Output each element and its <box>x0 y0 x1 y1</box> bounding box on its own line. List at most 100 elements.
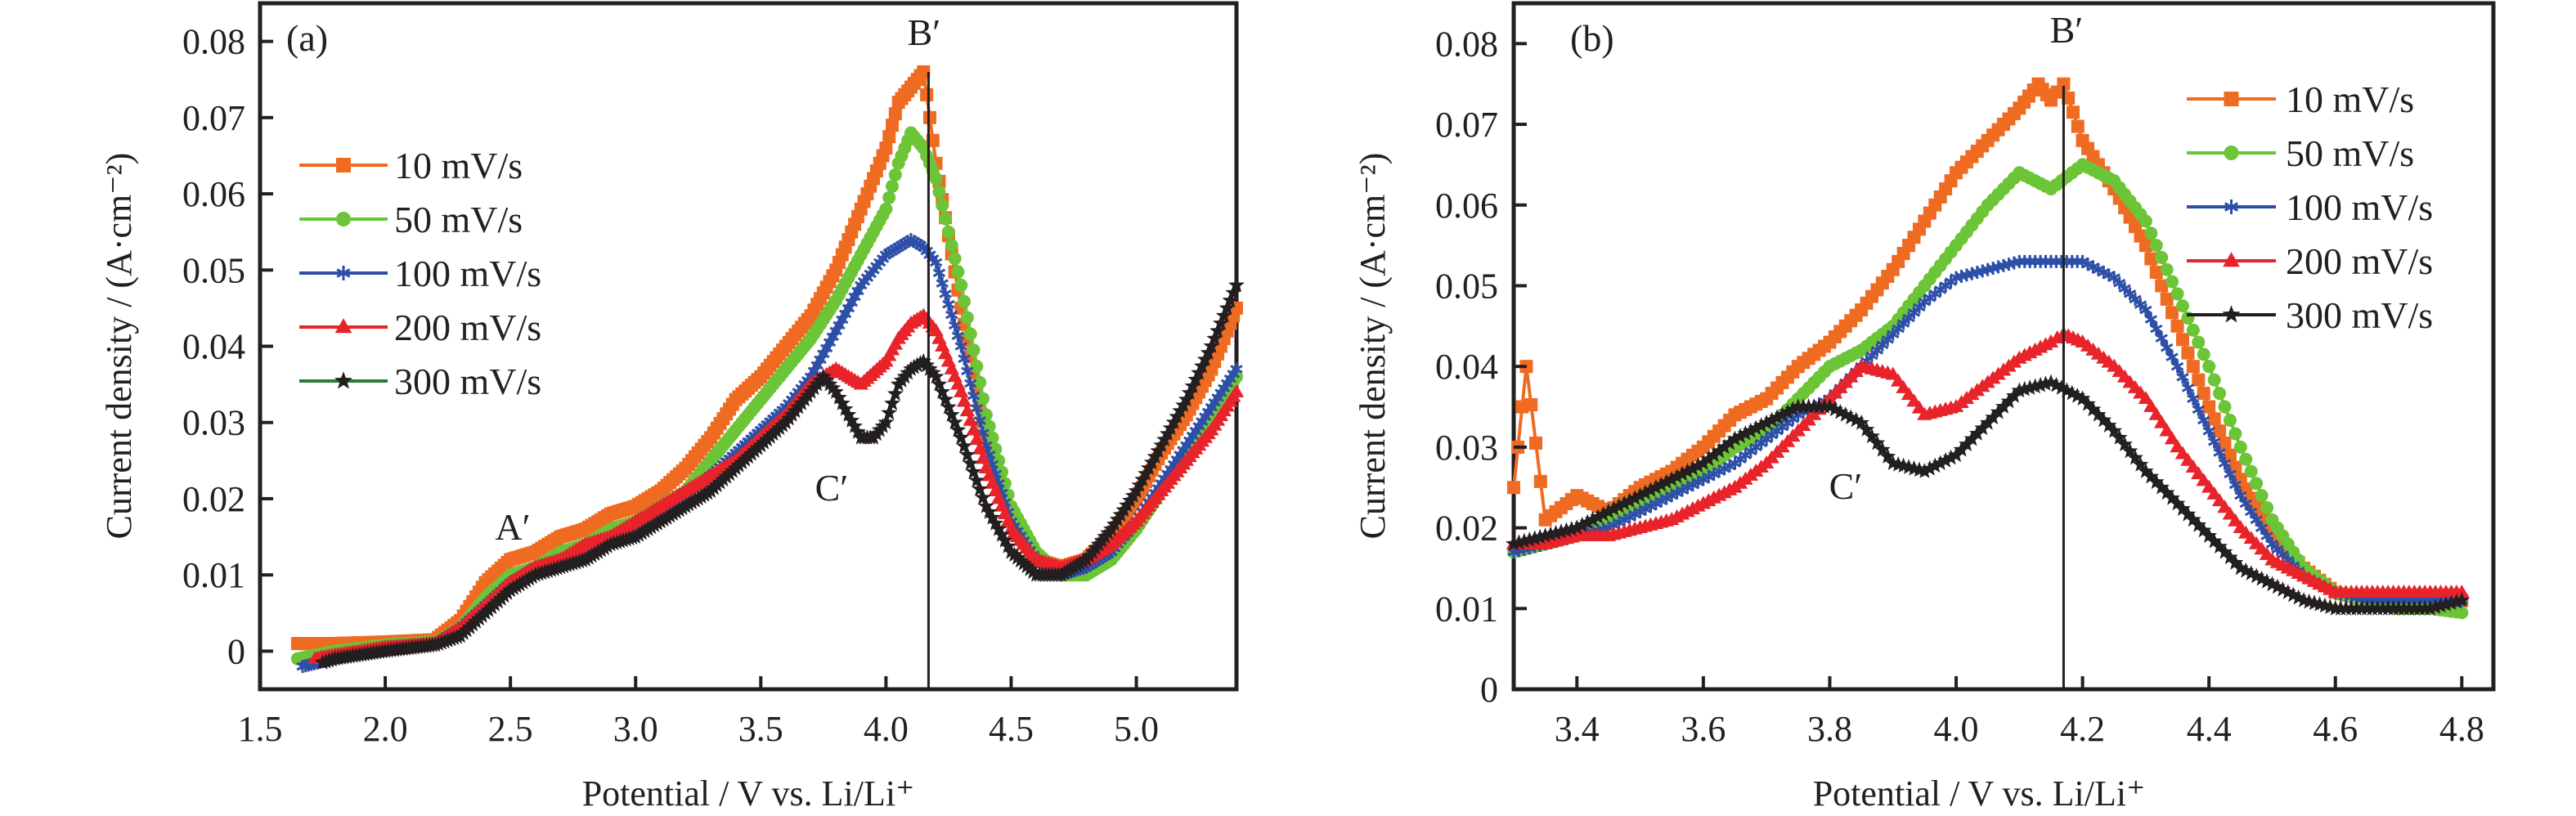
data-point <box>1568 519 1586 535</box>
data-point <box>1532 528 1549 545</box>
data-point <box>954 383 969 397</box>
data-point <box>2053 379 2070 395</box>
data-point <box>2037 375 2054 391</box>
data-point <box>1784 401 1802 417</box>
legend-item: 10 mV/s <box>2187 78 2414 120</box>
x-tick-label: 4.2 <box>2060 709 2105 749</box>
data-point <box>1726 430 1744 446</box>
data-point <box>1637 484 1654 500</box>
y-tick-label: 0.08 <box>182 22 245 62</box>
data-point <box>1194 357 1210 374</box>
data-point <box>1879 448 1896 464</box>
y-tick-label: 0.05 <box>1435 266 1498 306</box>
data-point <box>2213 446 2226 460</box>
y-tick-label: 0.08 <box>1435 24 1498 64</box>
data-point <box>824 379 841 396</box>
data-point <box>2116 436 2133 451</box>
data-point <box>1902 311 1915 325</box>
data-point <box>1203 338 1220 353</box>
data-point <box>1869 434 1886 451</box>
data-point <box>1959 436 1975 451</box>
data-point <box>1668 468 1685 484</box>
data-point <box>2453 592 2471 608</box>
data-point <box>2170 287 2184 301</box>
data-point <box>2071 119 2085 133</box>
data-point <box>2265 537 2279 551</box>
data-point <box>2207 412 2221 426</box>
y-tick-label: 0.03 <box>1435 428 1498 468</box>
data-point <box>1779 403 1796 419</box>
series-line <box>1514 332 2462 594</box>
data-point <box>887 385 904 401</box>
data-point <box>2218 456 2232 470</box>
data-point <box>1763 411 1780 428</box>
data-point <box>1913 300 1926 314</box>
annotation-c-prime: C′ <box>1829 465 1863 507</box>
data-point <box>1529 436 1543 450</box>
data-point <box>1012 552 1029 568</box>
data-point <box>1648 478 1664 495</box>
x-tick-label: 4.8 <box>2439 709 2484 749</box>
data-point <box>978 497 994 513</box>
data-point <box>976 392 990 406</box>
data-point <box>2134 298 2147 312</box>
data-point <box>886 179 900 193</box>
data-point <box>2223 413 2237 427</box>
data-point <box>1579 513 1596 530</box>
data-point <box>2206 532 2223 549</box>
data-point <box>1876 338 1889 352</box>
data-point <box>1990 403 2007 419</box>
data-point <box>1187 370 1205 387</box>
data-point <box>888 107 902 121</box>
data-point <box>2144 252 2158 266</box>
data-point <box>2427 599 2444 615</box>
data-point <box>1178 391 1195 407</box>
data-point <box>1584 511 1601 527</box>
legend-item: 200 mV/s <box>2187 240 2433 282</box>
panel-b: 3.4 3.6 3.8 4.0 4.2 4.4 4.6 4.8 0 0.01 0.02 0.03 0.0… <box>1353 1 2496 814</box>
data-point <box>1700 451 1717 467</box>
data-point <box>1705 446 1722 463</box>
data-point <box>963 412 978 426</box>
data-point <box>1621 492 1638 509</box>
data-point <box>1896 316 1910 330</box>
data-point <box>2011 382 2028 398</box>
data-point <box>879 141 893 155</box>
data-point <box>1564 520 1580 536</box>
data-point <box>2432 597 2449 613</box>
data-point <box>956 393 972 407</box>
data-point <box>1985 409 2001 425</box>
data-point <box>939 287 952 301</box>
legend-item: 10 mV/s <box>299 145 523 186</box>
data-point <box>2111 429 2128 445</box>
data-point <box>1732 428 1748 444</box>
data-point <box>975 451 991 464</box>
data-point <box>970 359 984 373</box>
data-point <box>963 327 977 341</box>
data-point <box>2259 573 2275 589</box>
data-point <box>1716 438 1733 455</box>
data-point <box>2237 562 2255 578</box>
data-point <box>2149 239 2163 253</box>
data-point <box>1218 299 1236 316</box>
data-point <box>922 110 936 124</box>
data-point <box>2032 376 2049 392</box>
data-point <box>2106 422 2123 438</box>
data-point <box>1558 522 1575 538</box>
data-point <box>2274 581 2291 597</box>
data-point <box>2228 427 2242 441</box>
legend-item: 50 mV/s <box>2187 132 2414 174</box>
data-point <box>2107 271 2120 285</box>
x-tick-label: 4.6 <box>2313 709 2358 749</box>
data-point <box>831 389 847 405</box>
data-point <box>964 376 977 390</box>
data-point <box>1658 473 1675 490</box>
data-point <box>1642 482 1659 497</box>
data-point <box>917 65 931 78</box>
data-point <box>1200 344 1217 361</box>
legend-label: 100 mV/s <box>394 253 541 294</box>
data-point <box>1553 523 1569 539</box>
axis-ticks-b: 3.4 3.6 3.8 4.0 4.2 4.4 4.6 4.8 0 0.01 0.02 0.03 0.0… <box>1435 24 2484 749</box>
data-point <box>939 212 953 226</box>
